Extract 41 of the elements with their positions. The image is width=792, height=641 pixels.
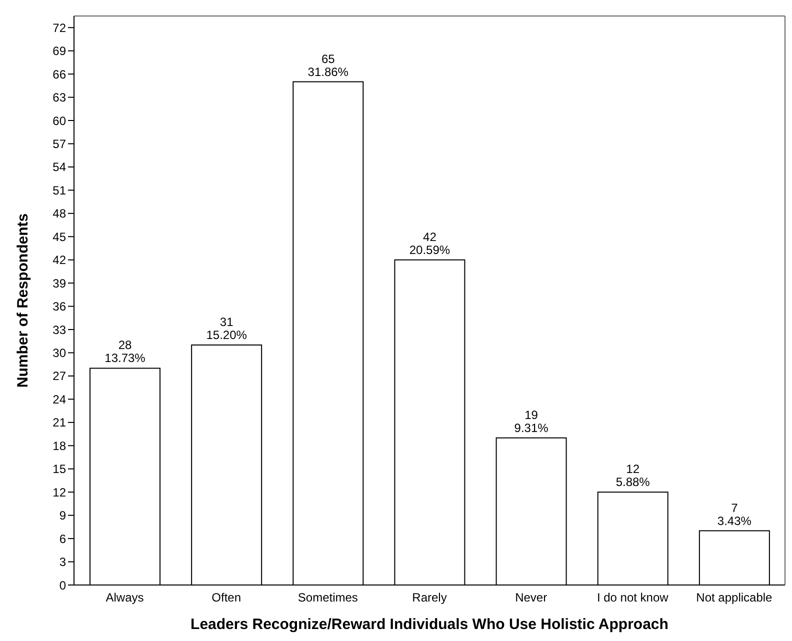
y-tick-label: 33: [52, 322, 66, 337]
data-label: 19 9.31%: [514, 408, 549, 435]
y-tick-label: 9: [59, 508, 66, 523]
x-tick-label: Sometimes: [298, 590, 358, 605]
data-label: 31 15.20%: [206, 315, 248, 342]
x-tick-label: I do not know: [596, 590, 669, 605]
data-label: 12 5.88%: [616, 462, 650, 490]
y-tick-label: 45: [52, 230, 66, 244]
y-tick-label: 24: [52, 392, 66, 406]
x-tick-label: Not applicable: [696, 590, 773, 605]
y-tick-label: 54: [52, 160, 66, 174]
x-axis-title: Leaders Recognize/Reward Individuals Who Use Holistic Approach: [190, 616, 668, 633]
y-tick-label: 69: [52, 44, 66, 58]
y-tick-label: 18: [52, 438, 66, 453]
y-tick-label: 36: [52, 300, 66, 314]
y-tick-label: 39: [52, 276, 66, 290]
x-tick-label: Often: [212, 590, 242, 605]
y-tick-label: 57: [52, 136, 66, 151]
x-tick-label: Always: [106, 590, 144, 605]
x-tick-label: Rarely: [412, 590, 447, 605]
data-label: 42 20.59%: [409, 230, 450, 257]
x-tick-label: Never: [515, 590, 548, 605]
y-tick-label: 51: [52, 183, 66, 198]
y-tick-label: 3: [59, 555, 66, 570]
data-label: 7 3.43%: [717, 500, 752, 528]
y-tick-label: 63: [52, 90, 66, 105]
data-label: 65 31.86%: [308, 52, 349, 79]
y-tick-label: 27: [52, 369, 66, 384]
y-axis-title: Number of Respondents: [14, 213, 32, 388]
y-tick-label: 15: [52, 462, 66, 476]
data-label: 28 13.73%: [104, 338, 146, 366]
y-tick-label: 6: [59, 532, 66, 546]
y-tick-label: 72: [52, 20, 66, 35]
y-tick-label: 48: [52, 206, 66, 221]
y-tick-label: 30: [52, 346, 66, 360]
y-tick-label: 60: [52, 114, 66, 128]
y-tick-label: 0: [59, 578, 66, 592]
y-tick-label: 66: [52, 67, 66, 82]
y-tick-label: 21: [52, 416, 66, 430]
y-tick-label: 12: [52, 485, 66, 500]
y-tick-label: 42: [52, 253, 66, 268]
